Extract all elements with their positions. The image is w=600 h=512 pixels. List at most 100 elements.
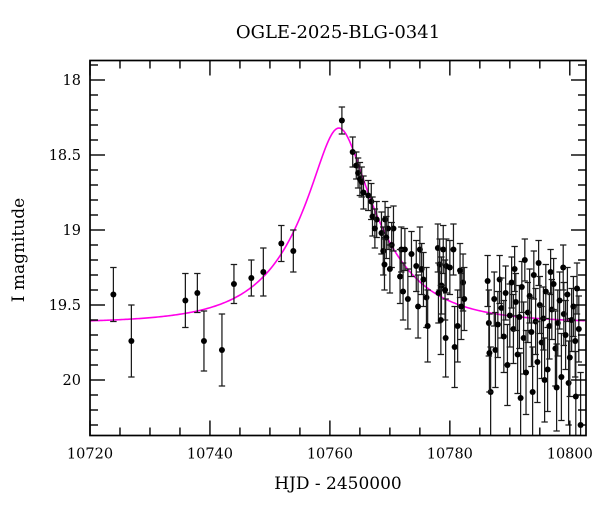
point-marker	[494, 321, 501, 328]
point-marker	[508, 279, 515, 286]
point-marker	[565, 380, 572, 386]
point-marker	[413, 263, 420, 269]
y-tick-label: 19.5	[49, 298, 81, 314]
data-point	[371, 208, 379, 249]
data-point	[450, 223, 457, 276]
point-marker	[200, 338, 207, 344]
data-point	[437, 284, 445, 356]
data-point	[194, 272, 201, 314]
point-marker	[386, 266, 393, 272]
point-marker	[572, 338, 579, 344]
data-point	[461, 266, 468, 332]
point-marker	[457, 267, 464, 274]
point-marker	[182, 297, 189, 304]
point-marker	[498, 305, 505, 311]
point-marker	[420, 276, 427, 283]
data-point	[504, 323, 511, 407]
point-marker	[534, 359, 541, 365]
point-marker	[564, 291, 571, 298]
data-point	[544, 326, 551, 413]
point-marker	[442, 335, 449, 341]
point-marker	[520, 335, 527, 341]
data-point	[381, 238, 388, 291]
point-marker	[547, 269, 554, 275]
x-tick-label: 10720	[67, 447, 113, 463]
data-point	[502, 265, 509, 321]
point-marker	[368, 198, 375, 205]
data-point	[529, 346, 536, 436]
point-marker	[423, 294, 430, 301]
point-marker	[511, 266, 518, 272]
point-marker	[492, 347, 499, 353]
data-point	[218, 313, 226, 387]
data-point	[521, 238, 529, 282]
point-marker	[278, 240, 285, 247]
plot-frame	[89, 59, 587, 437]
point-marker	[110, 291, 117, 298]
point-marker	[400, 288, 407, 295]
data-point	[128, 304, 135, 378]
point-marker	[572, 393, 579, 400]
data-point	[541, 337, 548, 423]
model-curve-path	[90, 127, 585, 322]
point-marker	[504, 362, 511, 368]
point-marker	[442, 287, 449, 293]
point-marker	[502, 290, 509, 296]
point-marker	[517, 395, 524, 401]
data-point	[360, 175, 367, 210]
data-point	[535, 239, 542, 287]
data-point	[248, 259, 255, 297]
data-point	[484, 254, 491, 308]
data-point	[278, 224, 285, 263]
point-marker	[128, 338, 135, 344]
point-marker	[535, 260, 542, 266]
data-point	[440, 224, 447, 275]
point-marker	[371, 225, 378, 232]
frame-rect	[89, 59, 587, 437]
data-point	[517, 352, 524, 436]
data-point	[386, 244, 394, 294]
point-marker	[491, 296, 498, 302]
data-point	[486, 313, 493, 393]
data-point	[572, 350, 580, 436]
data-point	[396, 248, 404, 305]
point-marker	[518, 284, 525, 290]
data-point	[511, 245, 518, 293]
point-marker	[560, 264, 567, 271]
point-marker	[500, 333, 507, 340]
data-point	[550, 257, 557, 311]
point-marker	[556, 297, 563, 304]
point-marker	[558, 374, 565, 380]
data-point	[423, 266, 430, 329]
data-point	[413, 239, 420, 293]
y-tick-label: 18	[63, 73, 81, 89]
data-point	[404, 268, 412, 330]
model-curve	[90, 127, 585, 322]
data-point	[451, 305, 458, 389]
point-marker	[349, 149, 356, 155]
data-point	[424, 289, 431, 363]
point-marker	[381, 261, 388, 268]
point-marker	[194, 290, 201, 296]
point-marker	[451, 344, 458, 350]
point-marker	[450, 246, 457, 253]
point-marker	[530, 272, 537, 278]
x-tick-label: 10800	[547, 447, 593, 463]
data-point	[508, 256, 515, 309]
data-point	[546, 292, 553, 360]
data-point	[491, 271, 498, 327]
point-marker	[360, 189, 367, 196]
point-marker	[523, 369, 530, 376]
data-point	[399, 262, 407, 321]
data-point	[575, 295, 583, 363]
data-point	[446, 239, 454, 296]
point-marker	[380, 248, 387, 254]
data-point	[435, 262, 442, 324]
data-point	[110, 266, 117, 323]
point-marker	[541, 377, 548, 383]
data-point	[414, 274, 422, 339]
data-point	[556, 271, 563, 330]
y-axis-label: I magnitude	[9, 198, 29, 302]
point-marker	[435, 290, 442, 296]
